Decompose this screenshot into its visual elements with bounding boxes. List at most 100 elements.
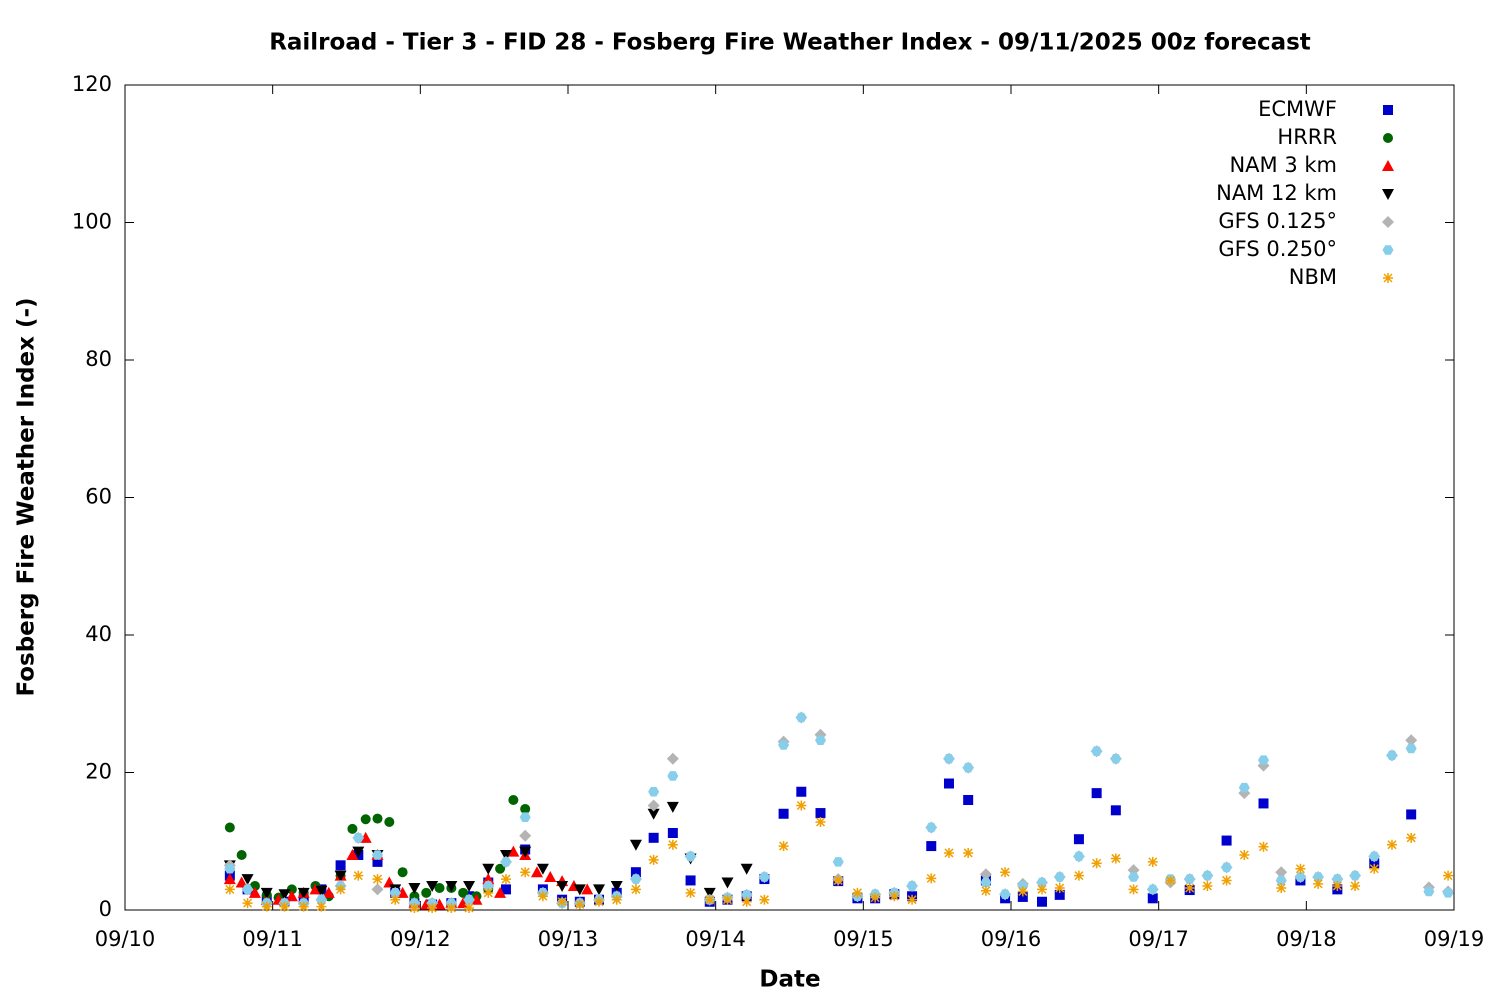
- data-point: [519, 829, 532, 842]
- data-point: [334, 870, 347, 882]
- data-point: [224, 884, 235, 895]
- data-point: [889, 891, 900, 902]
- data-point: [1073, 851, 1085, 862]
- data-point: [494, 886, 507, 898]
- data-point: [1165, 875, 1176, 886]
- data-point: [1349, 870, 1361, 881]
- data-point: [815, 808, 826, 819]
- data-point: [278, 889, 291, 901]
- data-point: [286, 884, 297, 895]
- data-point: [1073, 870, 1084, 881]
- chart-title: Railroad - Tier 3 - FID 28 - Fosberg Fir…: [269, 30, 1311, 56]
- y-tick-label: 60: [85, 485, 112, 509]
- data-point: [372, 874, 383, 885]
- data-point: [224, 822, 235, 833]
- data-point: [372, 850, 384, 860]
- data-point: [1369, 863, 1380, 874]
- data-point: [1405, 743, 1417, 754]
- data-point: [795, 712, 807, 723]
- data-point: [463, 880, 476, 892]
- data-point: [1054, 883, 1065, 893]
- legend-label: GFS 0.125°: [1218, 209, 1337, 233]
- data-point: [979, 868, 992, 881]
- data-point: [426, 880, 439, 892]
- legend-marker: [1382, 160, 1394, 171]
- data-point: [433, 898, 446, 910]
- data-point: [500, 874, 511, 885]
- data-point: [1386, 750, 1398, 761]
- data-point: [309, 883, 322, 895]
- data-point: [298, 901, 309, 912]
- data-point: [1091, 858, 1102, 869]
- data-point: [815, 817, 826, 827]
- data-point: [943, 847, 954, 858]
- data-point: [703, 887, 716, 899]
- data-point: [943, 753, 955, 764]
- x-tick-label: 09/14: [685, 927, 746, 951]
- data-point: [741, 896, 752, 907]
- data-point: [666, 752, 679, 765]
- data-point: [999, 889, 1011, 899]
- data-point: [611, 894, 622, 905]
- data-point: [242, 884, 254, 895]
- data-point: [593, 884, 606, 896]
- data-point: [346, 849, 359, 860]
- data-point: [741, 890, 753, 900]
- x-tick-label: 09/17: [1128, 927, 1189, 951]
- data-point: [1091, 788, 1102, 799]
- data-point: [704, 894, 715, 905]
- data-point: [1184, 883, 1195, 893]
- data-point: [519, 846, 532, 858]
- data-point: [685, 875, 696, 886]
- data-point: [500, 884, 511, 895]
- data-point: [463, 894, 475, 905]
- data-point: [594, 896, 605, 907]
- data-point: [352, 846, 365, 858]
- data-point: [1331, 874, 1343, 884]
- legend-marker: [1382, 216, 1394, 228]
- x-tick-label: 09/16: [981, 927, 1042, 951]
- data-point: [1313, 878, 1324, 889]
- x-tick-label: 09/11: [242, 927, 303, 951]
- data-point: [1221, 835, 1232, 846]
- y-tick-label: 0: [99, 897, 112, 921]
- legend-label: ECMWF: [1258, 97, 1337, 121]
- data-point: [778, 841, 789, 852]
- data-point: [1294, 872, 1306, 882]
- data-point: [926, 873, 937, 884]
- data-point: [1221, 862, 1233, 873]
- data-point: [1405, 734, 1418, 747]
- data-point: [537, 891, 548, 902]
- data-point: [557, 896, 568, 907]
- x-tick-label: 09/19: [1424, 927, 1485, 951]
- data-point: [421, 887, 432, 898]
- data-point: [396, 886, 409, 898]
- data-point: [943, 778, 954, 789]
- data-point: [832, 857, 844, 867]
- legend-marker: [1383, 273, 1393, 283]
- data-point: [242, 898, 253, 909]
- y-tick-label: 20: [85, 760, 112, 784]
- data-point: [610, 880, 623, 892]
- data-point: [530, 866, 543, 878]
- data-point: [241, 874, 254, 886]
- data-point: [427, 902, 438, 913]
- data-point: [685, 887, 696, 898]
- data-point: [1073, 834, 1084, 845]
- data-point: [1037, 896, 1048, 907]
- data-point: [544, 871, 557, 882]
- data-point: [1054, 889, 1065, 900]
- data-point: [470, 893, 483, 905]
- data-point: [1312, 872, 1324, 882]
- data-point: [667, 839, 678, 850]
- data-point: [796, 786, 807, 797]
- data-point: [260, 887, 273, 899]
- x-axis-label: Date: [759, 967, 820, 993]
- data-point: [315, 885, 328, 897]
- legend-label: HRRR: [1277, 125, 1337, 149]
- data-point: [347, 823, 358, 834]
- data-point: [778, 740, 790, 750]
- x-tick-label: 09/15: [833, 927, 894, 951]
- x-tick-label: 09/10: [95, 927, 156, 951]
